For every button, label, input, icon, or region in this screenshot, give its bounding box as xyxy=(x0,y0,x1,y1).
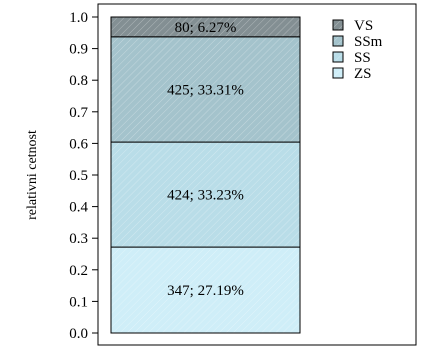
legend-label: ZS xyxy=(354,66,372,82)
y-axis-label: relativni cetnost xyxy=(25,130,40,220)
bar-segments xyxy=(110,16,301,334)
legend-item-vs: VS xyxy=(332,18,373,34)
y-tick-label: 0.9 xyxy=(69,42,88,58)
y-tick-label: 0.0 xyxy=(69,326,88,342)
legend-label: VS xyxy=(354,18,373,34)
y-tick-label: 0.2 xyxy=(69,263,88,279)
y-tick-label: 0.4 xyxy=(69,200,88,216)
segment-labels: 347; 27.19% 424; 33.23% 425; 33.31% 80; 6.2… xyxy=(167,20,244,299)
bar-segment-vs xyxy=(110,16,301,38)
legend-swatch xyxy=(332,19,344,31)
segment-label-ss: 424; 33.23% xyxy=(167,188,244,204)
legend-swatch xyxy=(332,67,344,79)
y-tick-label: 0.7 xyxy=(69,105,88,121)
legend-swatch xyxy=(332,51,344,63)
y-tick-label: 0.5 xyxy=(69,168,88,184)
legend-item-zs: ZS xyxy=(332,66,372,82)
bar-segment-zs xyxy=(110,246,301,334)
legend-item-ss: SS xyxy=(332,50,371,66)
legend-swatch xyxy=(332,35,344,47)
segment-label-vs: 80; 6.27% xyxy=(175,20,237,36)
y-axis-ticks: 0.0 0.1 0.2 0.3 0.4 0.5 0.6 0.7 0.8 0.9 1.0 xyxy=(69,10,98,342)
segment-label-ssm: 425; 33.31% xyxy=(167,82,244,98)
legend-label: SS xyxy=(354,50,371,66)
legend-label: SSm xyxy=(354,34,383,50)
legend-item-ssm: SSm xyxy=(332,34,383,50)
y-tick-label: 0.6 xyxy=(69,136,88,152)
segment-label-zs: 347; 27.19% xyxy=(167,283,244,299)
y-tick-label: 0.3 xyxy=(69,231,88,247)
bar-segment-ss xyxy=(110,141,301,248)
y-tick-label: 1.0 xyxy=(69,10,88,26)
y-tick-label: 0.1 xyxy=(69,294,88,310)
bar-segment-ssm xyxy=(110,36,301,143)
y-tick-label: 0.8 xyxy=(69,73,88,89)
